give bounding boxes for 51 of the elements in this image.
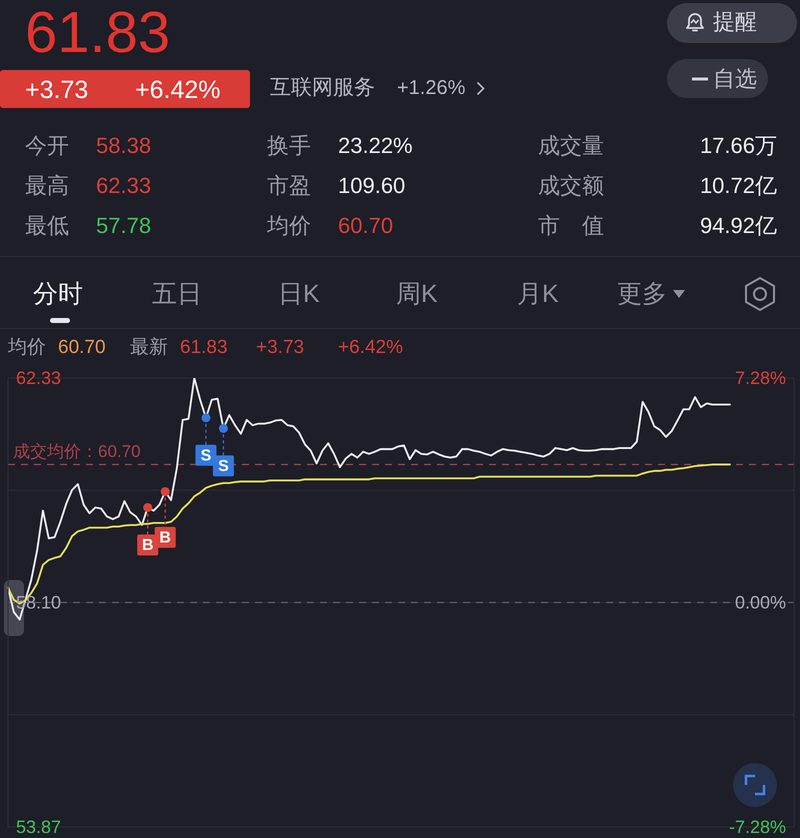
data-label: B	[142, 537, 154, 554]
text: 日K	[278, 279, 320, 309]
text: 五日	[152, 279, 202, 309]
y2-tick-label: 0.00%	[734, 592, 786, 612]
text: 23.22%	[338, 132, 413, 160]
data-label: B	[159, 529, 171, 546]
text: 互联网服务	[270, 75, 375, 101]
text: 均价	[267, 212, 311, 240]
data-label: S	[200, 447, 212, 464]
text: 最高	[25, 172, 69, 200]
text: 62.33	[96, 172, 152, 200]
text: +6.42%	[338, 336, 403, 360]
point	[143, 503, 152, 512]
text: +1.26%	[397, 76, 466, 100]
text: 更多	[617, 279, 667, 309]
point	[218, 424, 228, 433]
text: 94.92亿	[700, 212, 777, 240]
text: 换手	[267, 132, 311, 160]
text: 市 值	[538, 212, 604, 240]
data-label: S	[218, 458, 230, 475]
text: 提醒	[713, 8, 757, 36]
y-tick-label: 53.87	[16, 817, 62, 837]
text: 61.83	[180, 336, 228, 360]
text: +3.73	[256, 336, 304, 360]
text: 周K	[396, 279, 438, 309]
text: 成交量	[538, 132, 604, 160]
text: 市盈	[267, 172, 311, 200]
text: 60.70	[58, 336, 106, 360]
text: 10.72亿	[700, 172, 777, 200]
text: 分时	[33, 279, 83, 309]
y2-tick-label: -7.28%	[728, 817, 786, 837]
text: 58.38	[96, 132, 152, 160]
text: 月K	[517, 279, 559, 309]
text: 60.70	[338, 212, 394, 240]
text: +6.42%	[135, 75, 220, 105]
text: 最新	[130, 336, 168, 360]
text: +3.73	[25, 75, 88, 105]
text: 最低	[25, 212, 69, 240]
text: 成交额	[538, 172, 604, 200]
text: 109.60	[338, 172, 406, 200]
y-tick-label: 62.33	[16, 368, 62, 388]
text: 57.78	[96, 212, 152, 240]
ref-line-label: 成交均价：60.70	[13, 442, 141, 462]
point	[160, 487, 170, 496]
text: 今开	[25, 132, 69, 160]
point	[201, 413, 210, 422]
y2-tick-label: 7.28%	[734, 368, 786, 388]
text: 自选	[713, 66, 757, 92]
text: 17.66万	[700, 132, 777, 160]
text: 均价	[8, 336, 46, 360]
text: 61.83	[25, 0, 170, 68]
